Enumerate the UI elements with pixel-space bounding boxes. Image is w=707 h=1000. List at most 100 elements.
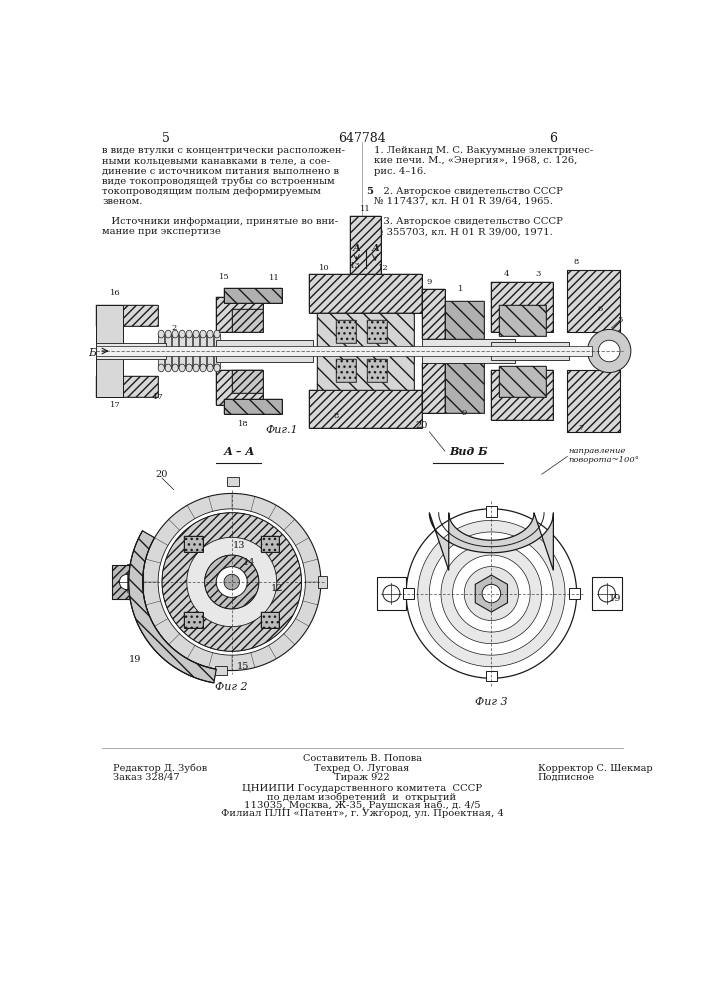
Ellipse shape	[200, 330, 206, 338]
Bar	[499, 366, 546, 397]
Text: 113035, Москва, Ж-35, Раушская наб., д. 4/5: 113035, Москва, Ж-35, Раушская наб., д. …	[244, 801, 480, 810]
Bar	[309, 389, 421, 428]
FancyBboxPatch shape	[261, 536, 279, 552]
Bar	[172, 334, 178, 368]
Text: Вид Б: Вид Б	[449, 446, 487, 457]
Ellipse shape	[200, 364, 206, 372]
Bar	[216, 370, 263, 405]
Text: 19: 19	[609, 594, 621, 603]
FancyBboxPatch shape	[184, 612, 203, 628]
Text: 13: 13	[351, 262, 361, 270]
Bar	[368, 320, 387, 343]
Text: ЦНИИПИ Государственного комитета  СССР: ЦНИИПИ Государственного комитета СССР	[242, 784, 482, 793]
Text: Фиг 2: Фиг 2	[216, 682, 248, 692]
Text: 5: 5	[617, 316, 623, 324]
Text: Б: Б	[88, 348, 96, 358]
Polygon shape	[441, 544, 542, 644]
Bar	[184, 536, 203, 552]
Text: 1. Лейканд М. С. Вакуумные электричес-: 1. Лейканд М. С. Вакуумные электричес-	[373, 146, 593, 155]
Bar	[309, 389, 421, 428]
Bar	[445, 363, 484, 413]
Text: Подписное: Подписное	[538, 773, 595, 782]
Text: А: А	[371, 244, 379, 253]
Bar	[368, 359, 387, 382]
Bar	[216, 370, 263, 405]
Bar	[421, 289, 445, 339]
Ellipse shape	[207, 364, 213, 372]
Bar	[224, 288, 282, 303]
Text: 8: 8	[574, 258, 579, 266]
Text: в виде втулки с концентрически расположен-: в виде втулки с концентрически расположе…	[103, 146, 345, 155]
Bar	[421, 339, 515, 363]
Text: № 117437, кл. Н 01 R 39/64, 1965.: № 117437, кл. Н 01 R 39/64, 1965.	[373, 197, 552, 206]
Text: 11: 11	[361, 205, 371, 213]
Bar	[377, 577, 406, 610]
Bar	[499, 305, 546, 336]
Text: направление
поворота~100°: направление поворота~100°	[569, 447, 640, 464]
Polygon shape	[475, 575, 508, 612]
Text: 20: 20	[416, 421, 428, 430]
Text: рис. 4–16.: рис. 4–16.	[373, 167, 426, 176]
Text: 8: 8	[334, 412, 339, 420]
Bar	[567, 270, 620, 332]
Bar	[261, 612, 279, 628]
Bar	[445, 301, 484, 339]
Polygon shape	[158, 509, 305, 655]
Polygon shape	[204, 555, 259, 609]
Bar	[179, 334, 185, 368]
Text: 6: 6	[597, 305, 602, 313]
Text: 20: 20	[156, 470, 168, 479]
Bar	[165, 334, 171, 368]
Bar	[491, 282, 554, 332]
Bar	[445, 301, 484, 339]
Text: Фиг.1: Фиг.1	[266, 425, 298, 435]
Text: 3. Авторское свидетельство СССР: 3. Авторское свидетельство СССР	[373, 217, 563, 226]
Bar	[96, 376, 158, 397]
Ellipse shape	[193, 330, 199, 338]
Ellipse shape	[193, 364, 199, 372]
Text: 12: 12	[378, 264, 388, 272]
Bar	[158, 334, 164, 368]
FancyBboxPatch shape	[569, 588, 580, 599]
Polygon shape	[216, 567, 247, 597]
Text: мание при экспертизе: мание при экспертизе	[103, 227, 221, 236]
Text: динение с источником питания выполнено в: динение с источником питания выполнено в	[103, 167, 339, 176]
Text: № 355703, кл. Н 01 R 39/00, 1971.: № 355703, кл. Н 01 R 39/00, 1971.	[373, 227, 552, 236]
Polygon shape	[418, 520, 565, 667]
Text: 15: 15	[237, 662, 250, 671]
Text: Источники информации, принятые во вни-: Источники информации, принятые во вни-	[103, 217, 339, 226]
Bar	[224, 288, 282, 303]
Text: 7: 7	[578, 424, 583, 432]
Text: 10: 10	[320, 264, 330, 272]
Bar	[216, 297, 263, 332]
Bar	[491, 342, 569, 360]
Text: Фиг 3: Фиг 3	[475, 697, 508, 707]
Bar	[351, 216, 381, 274]
Bar	[309, 274, 421, 312]
Bar	[421, 363, 445, 413]
Ellipse shape	[214, 330, 220, 338]
Bar	[207, 334, 213, 368]
Text: по делам изобретений  и  открытий: по делам изобретений и открытий	[267, 792, 457, 802]
Text: Составитель В. Попова: Составитель В. Попова	[303, 754, 421, 763]
Bar	[567, 370, 620, 432]
Bar	[96, 305, 123, 397]
Bar	[421, 289, 445, 339]
Text: 16: 16	[110, 289, 121, 297]
FancyBboxPatch shape	[486, 506, 497, 517]
Bar	[491, 370, 554, 420]
Bar	[216, 340, 313, 362]
Bar	[491, 370, 554, 420]
Text: звеном.: звеном.	[103, 197, 143, 206]
Bar	[96, 245, 629, 440]
Bar	[567, 270, 620, 332]
Text: 2: 2	[171, 324, 176, 332]
Bar	[337, 359, 356, 382]
Bar	[592, 577, 621, 610]
Ellipse shape	[186, 330, 192, 338]
Text: Заказ 328/47: Заказ 328/47	[113, 773, 180, 782]
Text: 14: 14	[243, 558, 255, 567]
Bar	[337, 320, 356, 343]
Circle shape	[119, 574, 135, 590]
Bar	[368, 320, 387, 343]
